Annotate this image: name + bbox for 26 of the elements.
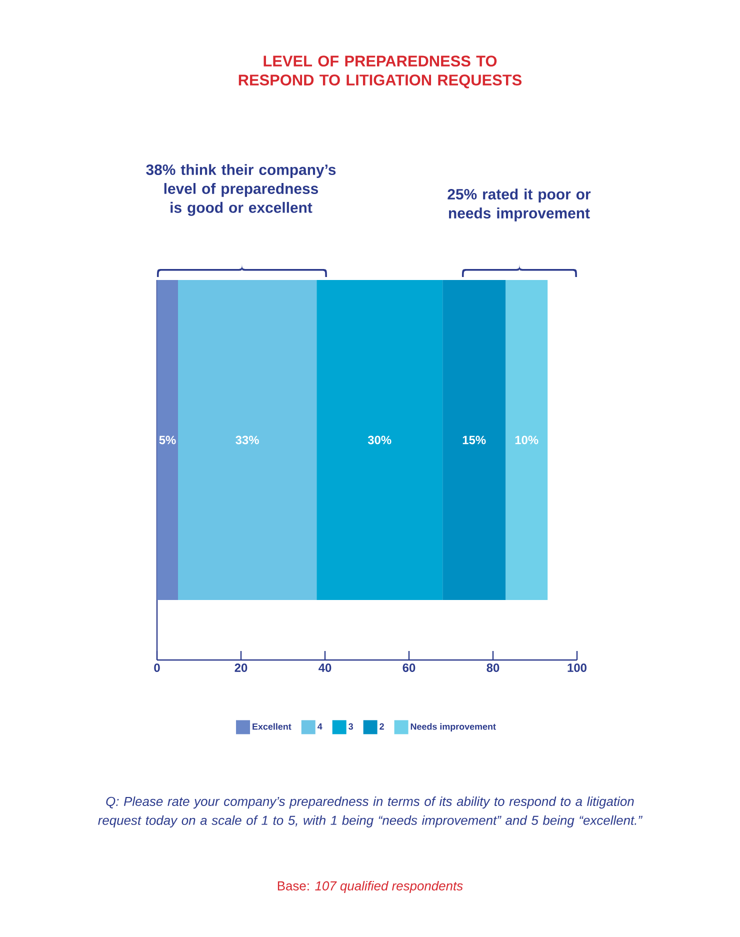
data-label: 15% [462,436,486,444]
x-tick-label: 20 [234,664,248,672]
x-tick-label: 0 [154,664,160,672]
text: Q: Please rate your company’s preparedness in terms of its ability to respond to a litigation request today on a scale of 1 to 5, with 1 being “needs improvement” and 5 being “excellent.” [98,796,643,828]
data-label: 10% [515,436,538,444]
data-label: 33% [236,436,259,444]
text: 25% rated it poor or needs improvement [448,188,591,222]
x-tick-label: 100 [568,664,586,672]
bar [316,280,443,600]
x-tick-label: 80 [486,664,500,672]
bar [506,280,548,600]
x-tick-label: 40 [318,664,332,672]
legend-label: Needs improvement [410,723,496,732]
data-label: 5% [159,436,176,444]
text: Base: 107 qualified respondents [278,880,463,894]
legend-label: 3 [348,723,353,730]
legend-label: 2 [380,723,384,730]
bar [442,280,506,600]
bar [178,280,317,600]
text: 38% think their company’s level of preparedness is good or excellent [146,164,336,216]
bar [157,280,178,600]
x-tick-label: 60 [402,664,416,672]
legend-label: 4 [318,723,322,730]
chart-title: LEVEL OF PREPAREDNESS TO RESPOND TO LITIGATION REQUESTS [238,56,522,88]
legend-label: Excellent [252,723,292,730]
data-label: 30% [368,436,392,444]
